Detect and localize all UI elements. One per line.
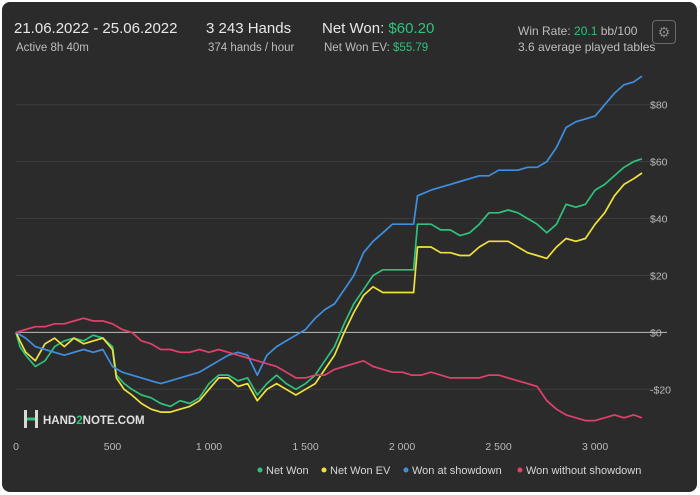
y-axis-ticks: -$20 $0 $20 $40 $60 $80 [650,100,671,397]
net-won-value: $60.20 [388,20,435,37]
win-rate: Win Rate: 20.1 bb/100 [518,24,637,38]
y-tick-label: $40 [650,214,668,226]
win-rate-value: 20.1 [574,24,598,38]
chart-grid [16,104,667,390]
net-won-summary: Net Won: $60.20 [322,20,434,37]
x-tick-label: 2 000 [389,441,415,453]
y-tick-label: -$20 [650,384,671,396]
legend-label-won-without-showdown: Won without showdown [526,465,641,477]
y-tick-label: $20 [650,270,668,282]
chart-series [15,75,643,422]
net-won-ev-summary: Net Won EV: $55.79 [324,42,428,54]
brand-logo-text-c: NOTE.COM [83,415,145,427]
y-tick-label: $0 [650,327,662,339]
x-axis-ticks: 0 500 1 000 1 500 2 000 2 500 3 000 [13,441,608,453]
x-tick-label: 500 [104,441,122,453]
net-won-label: Net Won: [322,20,389,37]
legend-marker-won-at-showdown [403,467,409,473]
legend-marker-net-won [257,467,263,473]
legend-label-net-won-ev: Net Won EV [330,465,391,477]
brand-logo-icon [24,410,38,428]
average-tables: 3.6 average played tables [518,40,656,54]
legend-marker-net-won-ev [321,467,327,473]
hands-count: 3 243 Hands [206,20,292,37]
series-line-won-at-showdown [15,75,643,385]
y-tick-label: $60 [650,157,668,169]
active-time: Active 8h 40m [16,42,89,54]
date-range: 21.06.2022 - 25.06.2022 [14,20,178,37]
brand-logo-text: HAND2NOTE.COM [43,415,145,427]
win-rate-label: Win Rate: [518,24,575,38]
series-line-net-won [15,157,643,408]
gear-icon[interactable]: ⚙ [652,20,676,44]
net-won-ev-label: Net Won EV: [324,42,394,54]
win-rate-unit: bb/100 [597,24,638,38]
x-tick-label: 3 000 [582,441,608,453]
legend-label-won-at-showdown: Won at showdown [412,465,502,477]
legend-marker-won-without-showdown [517,467,523,473]
hands-per-hour: 374 hands / hour [208,42,295,54]
series-line-won-without-showdown [15,317,643,422]
x-tick-label: 2 500 [485,441,511,453]
y-tick-label: $80 [650,100,668,112]
x-tick-label: 1 000 [196,441,222,453]
x-tick-label: 0 [13,441,19,453]
chart-legend: Net Won Net Won EV Won at showdown Won with… [257,465,641,477]
net-won-ev-value: $55.79 [393,42,429,54]
series-line-net-won-ev [15,172,643,413]
brand-logo-text-b: 2 [76,415,82,427]
brand-logo-text-a: HAND [43,415,76,427]
legend-label-net-won: Net Won [266,465,309,477]
x-tick-label: 1 500 [292,441,318,453]
brand-logo: HAND2NOTE.COM [24,410,145,428]
